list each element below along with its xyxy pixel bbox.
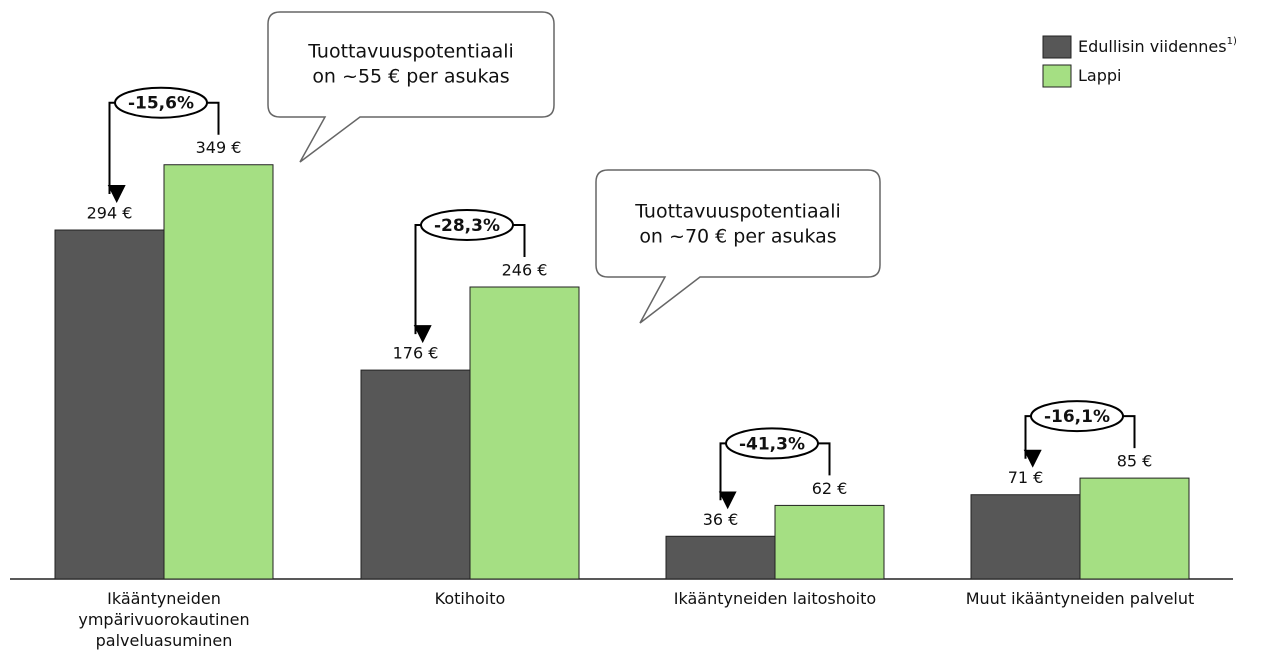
x-tick-label: Muut ikääntyneiden palvelut xyxy=(965,589,1195,608)
value-label: 246 € xyxy=(502,260,548,279)
value-label: 85 € xyxy=(1117,452,1153,471)
bar xyxy=(1079,477,1190,580)
callout-text: on ~70 € per asukas xyxy=(639,226,836,248)
value-label: 62 € xyxy=(812,479,848,498)
legend-name: Edullisin viidennes xyxy=(1078,37,1227,56)
bar xyxy=(360,369,471,580)
legend-label: Lappi xyxy=(1078,66,1121,85)
callout-text: on ~55 € per asukas xyxy=(312,66,509,88)
bar xyxy=(665,535,776,580)
value-label: 176 € xyxy=(393,344,439,363)
x-tick-label: Ikääntyneiden laitoshoito xyxy=(673,589,877,608)
difference-badge xyxy=(114,86,208,119)
x-tick-label: Kotihoito xyxy=(434,589,506,608)
callout-text: Tuottavuuspotentiaali xyxy=(634,201,841,223)
difference-label: -41,3% xyxy=(739,434,805,454)
legend-swatch xyxy=(1042,64,1072,88)
bar xyxy=(54,229,165,580)
value-label: 36 € xyxy=(703,510,739,529)
legend-swatch xyxy=(1042,35,1072,59)
callout-text: Tuottavuuspotentiaali xyxy=(307,41,514,63)
value-label: 349 € xyxy=(196,138,242,157)
legend-note: 1) xyxy=(1227,36,1237,47)
value-label: 71 € xyxy=(1008,468,1044,487)
difference-badge xyxy=(420,208,514,241)
bar xyxy=(970,494,1081,580)
legend-name: Lappi xyxy=(1078,66,1121,85)
difference-badge xyxy=(725,427,819,460)
value-label: 294 € xyxy=(87,204,133,223)
bar xyxy=(774,504,885,580)
difference-label: -15,6% xyxy=(128,94,194,114)
x-tick-label: Ikääntyneiden ympärivuorokautinen palvel… xyxy=(78,589,250,650)
difference-label: -28,3% xyxy=(434,216,500,236)
callout-bubble xyxy=(595,169,881,324)
difference-badge xyxy=(1030,400,1124,433)
difference-label: -16,1% xyxy=(1044,407,1110,427)
callout-bubble xyxy=(267,11,555,163)
bar xyxy=(469,286,580,580)
bar xyxy=(163,164,274,580)
legend-label: Edullisin viidennes1) xyxy=(1078,36,1237,56)
